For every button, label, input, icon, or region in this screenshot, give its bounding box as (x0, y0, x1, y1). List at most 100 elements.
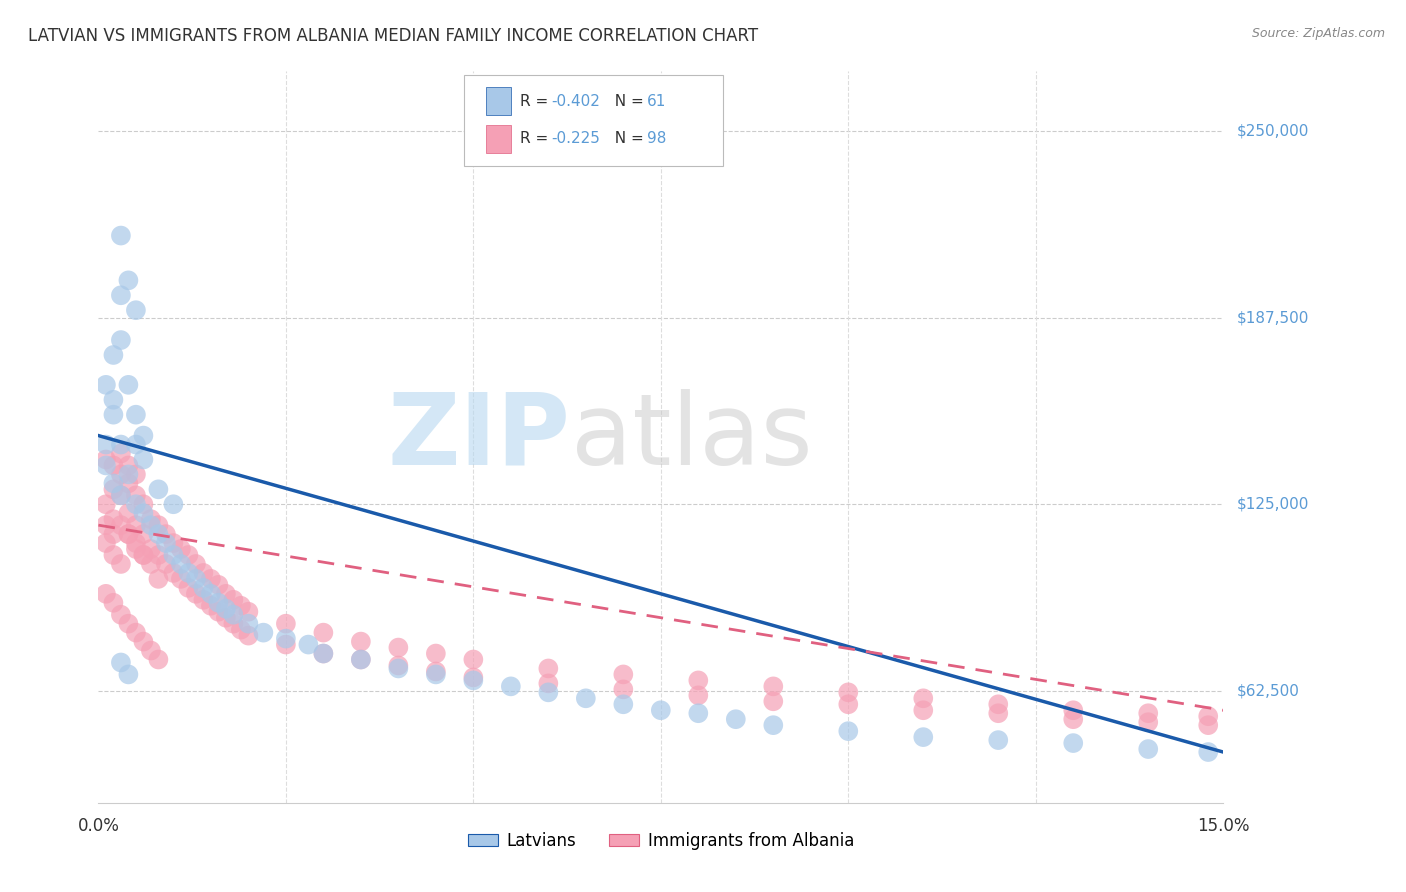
Point (125, 625, 148, 640)
Point (103, 458, 125, 473)
Point (1197, 745, 1219, 759)
Point (612, 698, 634, 712)
Point (139, 518, 162, 533)
Point (117, 377, 139, 392)
Point (125, 536, 148, 550)
Point (155, 557, 177, 571)
Point (117, 527, 139, 541)
Point (117, 273, 139, 287)
Point (274, 638, 297, 652)
Text: $125,000: $125,000 (1237, 497, 1309, 512)
Point (155, 536, 177, 550)
Point (688, 689, 710, 703)
Point (94, 452, 117, 467)
Point (117, 506, 139, 520)
FancyBboxPatch shape (486, 87, 512, 115)
Point (200, 572, 222, 586)
Point (103, 348, 125, 362)
Point (110, 518, 132, 533)
Point (125, 437, 148, 451)
Point (1062, 736, 1084, 750)
Point (110, 228, 132, 243)
Point (762, 694, 785, 708)
Point (425, 667, 447, 681)
Text: 98: 98 (647, 131, 666, 146)
Point (350, 634, 373, 648)
Point (110, 333, 132, 347)
Point (762, 679, 785, 693)
Text: R =: R = (520, 131, 554, 146)
FancyBboxPatch shape (464, 75, 723, 167)
Point (132, 428, 155, 442)
Point (132, 527, 155, 541)
Point (229, 623, 252, 637)
Point (132, 548, 155, 562)
Point (297, 638, 319, 652)
Point (425, 665, 447, 679)
Point (162, 536, 184, 550)
Point (463, 673, 485, 688)
Point (1062, 703, 1084, 717)
Point (207, 596, 229, 610)
Point (1197, 718, 1219, 732)
Point (103, 476, 125, 491)
Point (724, 712, 747, 726)
Point (103, 408, 125, 422)
Point (987, 698, 1010, 712)
Point (139, 557, 162, 571)
Point (207, 605, 229, 619)
Point (177, 548, 200, 562)
Point (200, 587, 222, 601)
Point (274, 616, 297, 631)
Point (387, 640, 409, 655)
Point (148, 518, 170, 533)
Text: N =: N = (605, 131, 648, 146)
Text: 61: 61 (647, 94, 666, 109)
Point (200, 599, 222, 613)
Point (193, 592, 215, 607)
Point (177, 566, 200, 580)
Point (238, 616, 260, 631)
Point (650, 703, 672, 717)
Text: -0.402: -0.402 (551, 94, 600, 109)
Point (987, 733, 1010, 747)
Point (252, 625, 274, 640)
Point (94, 536, 117, 550)
Point (688, 673, 710, 688)
Point (103, 483, 125, 497)
Point (688, 706, 710, 721)
Point (184, 587, 207, 601)
Point (117, 476, 139, 491)
Point (148, 483, 170, 497)
Point (193, 581, 215, 595)
Point (837, 698, 859, 712)
Point (94, 497, 117, 511)
Point (612, 682, 634, 697)
Point (350, 652, 373, 666)
Point (215, 610, 238, 624)
Point (184, 557, 207, 571)
Point (125, 497, 148, 511)
Point (117, 667, 139, 681)
Point (110, 488, 132, 502)
Point (987, 706, 1010, 721)
Text: N =: N = (605, 94, 648, 109)
Point (350, 652, 373, 666)
Point (103, 548, 125, 562)
Point (1137, 706, 1160, 721)
Text: R =: R = (520, 94, 554, 109)
Point (103, 512, 125, 526)
Point (537, 661, 560, 675)
Point (762, 718, 785, 732)
Point (103, 392, 125, 407)
Point (125, 408, 148, 422)
Point (193, 566, 215, 580)
Point (94, 587, 117, 601)
Point (274, 632, 297, 646)
Point (222, 607, 245, 622)
Point (125, 518, 148, 533)
Point (837, 724, 859, 739)
Text: $62,500: $62,500 (1237, 683, 1301, 698)
Point (132, 634, 155, 648)
Point (537, 676, 560, 690)
